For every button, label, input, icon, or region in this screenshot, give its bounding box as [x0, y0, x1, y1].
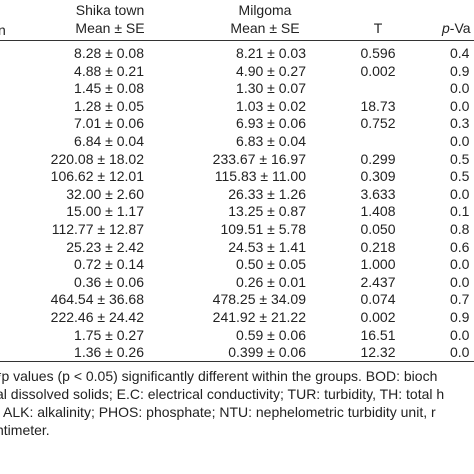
cell-p: 0.5 [450, 168, 470, 185]
cell-p: 0.9 [450, 62, 470, 79]
cell-t: 0.050 [360, 221, 396, 237]
cell-p: 0.3 [450, 115, 470, 132]
cell-t: 0.074 [360, 291, 396, 308]
header-shika: Shika town [75, 2, 145, 18]
cell-milgoma: 26.33 ± 1.26 [228, 185, 306, 202]
cell-milgoma: 0.399 ± 0.06 [228, 344, 306, 361]
cell-milgoma: 13.25 ± 0.87 [228, 203, 306, 220]
cell-shika: 1.28 ± 0.05 [74, 97, 144, 114]
cell-t: 1.000 [360, 256, 396, 273]
cell-shika: 7.01 ± 0.06 [74, 115, 144, 132]
header-p-italic: p [442, 20, 450, 36]
cell-p: 0.0 [450, 326, 470, 343]
footnote: *p values (p < 0.05) significantly diffe… [0, 368, 438, 384]
cell-shika: 112.77 ± 12.87 [51, 221, 144, 237]
cell-p: 0.0 [450, 273, 470, 290]
cell-t: 2.437 [360, 273, 396, 290]
cell-milgoma: 1.30 ± 0.07 [236, 80, 306, 97]
cell-milgoma: 1.03 ± 0.02 [236, 97, 306, 114]
header-first: n [0, 22, 6, 38]
cell-t: 0.002 [360, 309, 396, 325]
cell-t: 12.32 [360, 344, 396, 361]
cell-shika: 0.72 ± 0.14 [74, 256, 144, 273]
cell-milgoma: 233.67 ± 16.97 [212, 150, 306, 167]
cell-t: 0.752 [360, 115, 396, 132]
cell-p: 0.0 [450, 80, 470, 97]
cell-p: 0.9 [450, 309, 470, 325]
cell-shika: 1.36 ± 0.26 [74, 344, 144, 361]
cell-t: 0.299 [360, 150, 396, 167]
cell-p: 0.7 [450, 291, 470, 308]
cell-shika: 0.36 ± 0.06 [74, 273, 144, 290]
cell-milgoma: 241.92 ± 21.22 [212, 309, 306, 325]
cell-p: 0.4 [450, 45, 470, 61]
cell-shika: 220.08 ± 18.02 [50, 150, 144, 167]
cell-t: 0.309 [360, 168, 396, 185]
cell-p: 0.0 [450, 344, 470, 361]
cell-t: 0.218 [360, 238, 396, 255]
footnote: al dissolved solids; E.C: electrical con… [0, 386, 445, 402]
cell-p: 0.8 [450, 221, 470, 237]
header-milgoma: Milgoma [238, 2, 292, 18]
cell-milgoma: 478.25 ± 34.09 [212, 291, 306, 308]
cell-milgoma: 6.83 ± 0.04 [236, 133, 306, 149]
cell-shika: 222.46 ± 24.42 [50, 309, 144, 325]
header-shika-sub: Mean ± SE [75, 20, 145, 36]
cell-milgoma: 109.51 ± 5.78 [220, 221, 306, 237]
footnote: ; ALK: alkalinity; PHOS: phosphate; NTU:… [0, 404, 436, 420]
cell-shika: 25.23 ± 2.42 [66, 238, 144, 255]
cell-milgoma: 4.90 ± 0.27 [236, 62, 306, 79]
cell-milgoma: 115.83 ± 11.00 [214, 168, 306, 185]
cell-milgoma: 0.26 ± 0.01 [236, 273, 306, 290]
header-t: T [373, 20, 383, 36]
cell-p: 0.1 [450, 203, 470, 220]
cell-p: 0.0 [450, 133, 470, 149]
cell-t: 16.51 [360, 326, 396, 343]
cell-t: 1.408 [360, 203, 396, 220]
cell-shika: 8.28 ± 0.08 [74, 45, 144, 61]
cell-shika: 4.88 ± 0.21 [74, 62, 144, 79]
cell-shika: 106.62 ± 12.01 [50, 168, 144, 185]
bottom-rule [0, 361, 474, 362]
header-milgoma-sub: Mean ± SE [230, 20, 300, 36]
cell-milgoma: 0.50 ± 0.05 [236, 256, 306, 273]
cell-shika: 15.00 ± 1.17 [66, 203, 144, 220]
header-p-rest: -Va [449, 20, 471, 36]
cell-shika: 6.84 ± 0.04 [74, 133, 144, 149]
cell-p: 0.0 [450, 185, 470, 202]
cell-p: 0.6 [450, 238, 470, 255]
cell-shika: 32.00 ± 2.60 [66, 185, 144, 202]
cell-milgoma: 24.53 ± 1.41 [228, 238, 306, 255]
cell-p: 0.0 [450, 256, 470, 273]
header-rule [0, 40, 474, 41]
cell-t: 3.633 [360, 185, 396, 202]
cell-shika: 1.75 ± 0.27 [74, 326, 144, 343]
footnote: ntimeter. [0, 422, 50, 438]
cell-t: 0.002 [360, 62, 396, 79]
cell-p: 0.0 [450, 97, 470, 114]
cell-t: 0.596 [360, 45, 396, 61]
cell-milgoma: 0.59 ± 0.06 [236, 326, 306, 343]
cell-t: 18.73 [360, 97, 396, 114]
cell-milgoma: 8.21 ± 0.03 [236, 45, 306, 61]
cell-shika: 464.54 ± 36.68 [50, 291, 144, 308]
cell-milgoma: 6.93 ± 0.06 [236, 115, 306, 132]
header-p: p-Va [442, 20, 471, 36]
cell-shika: 1.45 ± 0.08 [74, 80, 144, 97]
cell-p: 0.5 [450, 150, 470, 167]
